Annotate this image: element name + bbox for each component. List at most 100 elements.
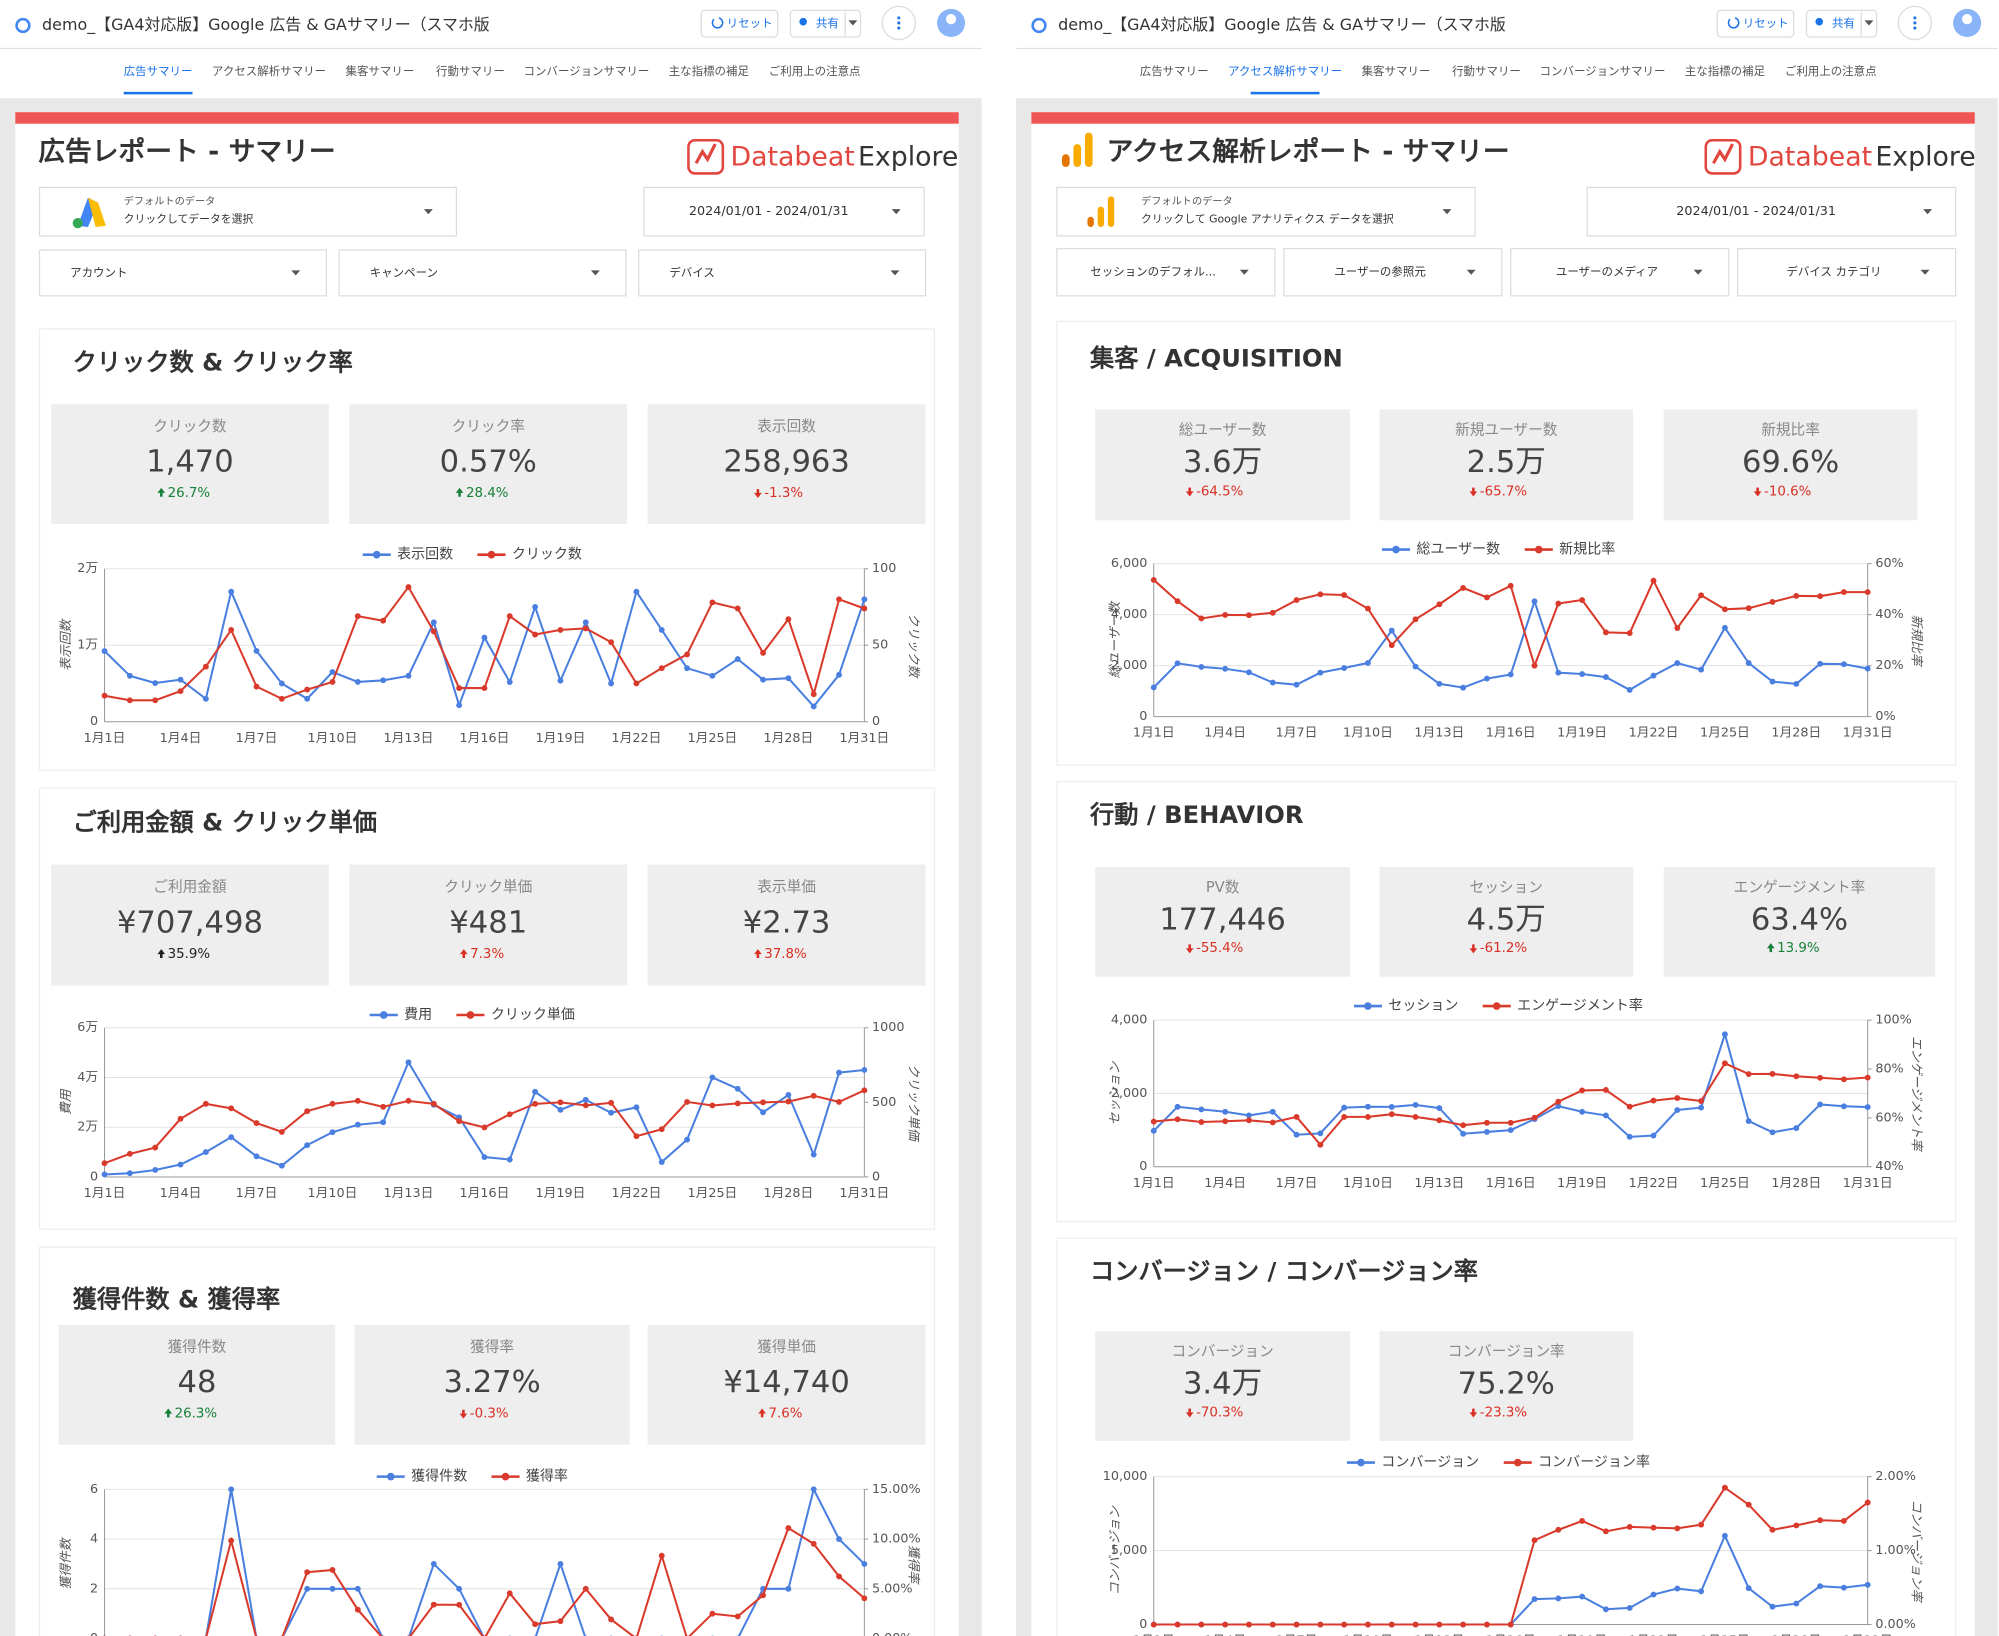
data-point [329,669,336,675]
share-button[interactable] [789,9,862,38]
x-tick-label: 1月4日 [1204,726,1246,741]
nav-tab[interactable]: ご利用上の注意点 [769,64,861,78]
data-point [1507,582,1514,589]
data-point [1317,1141,1324,1148]
data-point [202,1149,209,1156]
data-point [1817,1583,1824,1590]
filter-control[interactable] [1056,248,1276,297]
data-point [329,1100,336,1107]
filter-control[interactable] [638,249,927,297]
data-point [557,1561,564,1567]
data-point [1698,1104,1705,1111]
data-point [304,686,311,693]
nav-tab[interactable]: コンバージョンサマリー [1540,64,1666,78]
data-point [1864,1104,1871,1110]
data-point [253,1153,260,1160]
data-point [1269,1621,1276,1628]
reset-button[interactable] [700,9,779,38]
x-tick-label: 1月31日 [839,1186,889,1201]
filter-control[interactable] [1737,248,1957,297]
kpi-delta: 7.6% [768,1407,802,1422]
kpi-card [349,864,628,986]
logo-product: Explore [858,142,958,173]
x-tick-label: 1月13日 [1414,1176,1464,1191]
y-tick-label: 1万 [77,638,98,653]
data-point [278,1128,285,1135]
data-point [304,1142,311,1149]
filter-control[interactable] [38,249,328,297]
y2-axis-label: 新規比率 [1909,615,1924,668]
data-point [1579,1087,1586,1094]
data-point [1365,1113,1371,1120]
nav-tab[interactable]: 広告サマリー [1140,64,1209,78]
data-point [557,1106,564,1113]
report-title: 広告レポート - サマリー [38,136,335,168]
data-point [658,1552,665,1559]
kpi-delta: -23.3% [1480,1405,1527,1420]
trend-arrow [754,489,762,499]
data-point [430,1100,437,1107]
filter-control[interactable] [1283,248,1503,297]
kpi-card [1379,409,1634,521]
x-tick-label: 1月7日 [236,731,278,746]
data-point [1817,1074,1824,1081]
nav-tab[interactable]: 集客サマリー [346,64,415,78]
legend-label: コンバージョン率 [1538,1454,1650,1471]
filter-control[interactable] [1510,248,1730,297]
nav-tab[interactable]: コンバージョンサマリー [523,64,649,78]
date-range-control[interactable] [1586,186,1957,237]
report-title: アクセス解析レポート - サマリー [1107,137,1510,168]
data-point [1602,1112,1609,1119]
data-point [354,1121,361,1128]
data-point [506,1111,513,1118]
nav-tab[interactable]: 行動サマリー [436,64,505,78]
data-point [1840,1518,1847,1524]
data-point [202,1100,209,1107]
share-button[interactable] [1805,9,1878,38]
section-title: 行動 / BEHAVIOR [1089,801,1304,829]
x-tick-label: 1月4日 [160,731,202,746]
kpi-value: ¥707,498 [117,905,263,940]
reset-button[interactable] [1716,9,1795,38]
data-point [1721,1060,1728,1067]
data-point [126,697,133,704]
logo-brand: Databeat [731,142,855,173]
nav-tab[interactable]: 主な指標の補足 [1685,64,1766,78]
dropdown-caret [291,270,301,276]
legend-label: クリック単価 [491,1007,575,1023]
data-point [1198,1106,1205,1113]
filter-label: セッションのデフォル... [1090,265,1216,279]
data-source-selector[interactable] [38,186,458,237]
data-point [1626,1103,1633,1110]
data-point [1650,672,1657,679]
nav-tab[interactable]: 広告サマリー [124,64,193,78]
data-point [253,683,260,690]
y2-tick-label: 50 [872,638,888,653]
nav-tab[interactable]: アクセス解析サマリー [212,64,326,78]
data-point [1460,1122,1467,1129]
nav-tab[interactable]: 主な指標の補足 [669,64,750,78]
data-point [405,672,412,679]
nav-tab[interactable]: ご利用上の注意点 [1785,64,1877,78]
data-point [785,1091,792,1098]
data-point [1483,1621,1490,1628]
x-tick-label: 1月16日 [460,1186,510,1201]
data-point [810,703,817,710]
nav-tab[interactable]: 集客サマリー [1362,64,1431,78]
data-point [1222,1118,1229,1125]
y2-tick-label: 40% [1875,1159,1903,1174]
nav-tab[interactable]: 行動サマリー [1452,64,1521,78]
legend-swatch-dot [1357,1458,1365,1467]
y-tick-label: 0 [90,714,98,729]
data-point [810,691,817,698]
data-point [709,1074,716,1081]
data-source-selector[interactable] [1056,186,1476,237]
data-point [1698,1521,1705,1528]
nav-tab[interactable]: アクセス解析サマリー [1228,64,1342,78]
date-range-control[interactable] [643,186,925,237]
filter-control[interactable] [338,249,627,297]
data-point [228,626,235,633]
y-tick-label: 2 [90,1581,98,1596]
data-point [1531,598,1538,605]
legend-label: エンゲージメント率 [1517,997,1643,1014]
